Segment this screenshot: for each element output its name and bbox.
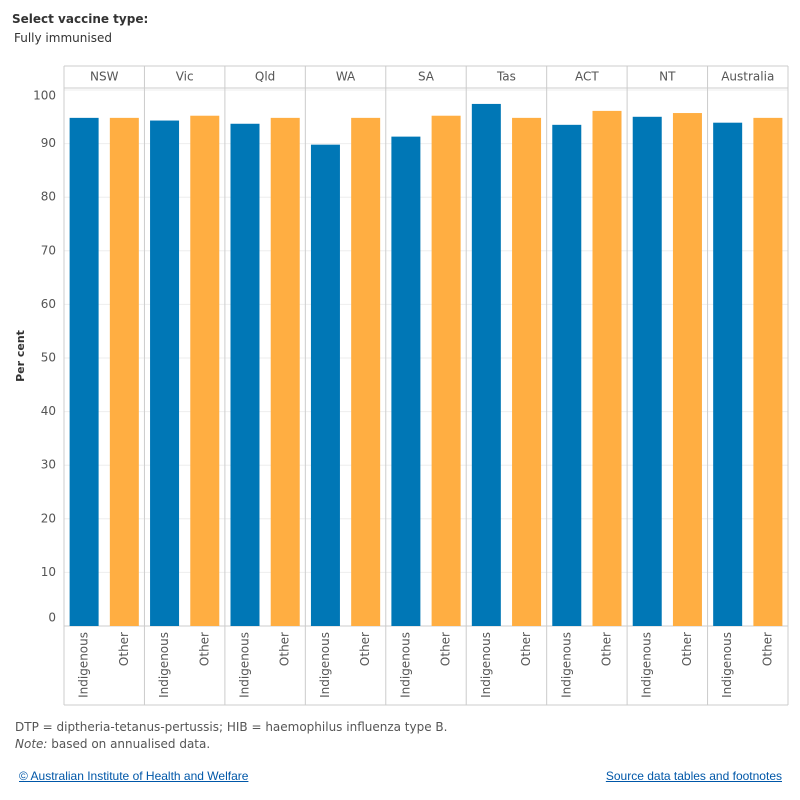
x-tick-label: Indigenous bbox=[157, 632, 171, 698]
x-tick-label: Other bbox=[439, 632, 453, 666]
bar bbox=[69, 117, 99, 626]
bar bbox=[230, 123, 260, 627]
x-tick-label: Indigenous bbox=[479, 632, 493, 698]
x-tick-label: Other bbox=[278, 632, 292, 666]
y-tick-label: 20 bbox=[41, 511, 56, 525]
x-tick-label: Other bbox=[600, 632, 614, 666]
bar bbox=[592, 110, 622, 627]
y-tick-label: 70 bbox=[41, 243, 56, 257]
facet-label: Vic bbox=[176, 70, 194, 84]
x-tick-label: Indigenous bbox=[720, 632, 734, 698]
filter-label: Select vaccine type: bbox=[12, 12, 149, 26]
facet-label: Australia bbox=[721, 70, 774, 84]
bar bbox=[109, 117, 139, 626]
y-tick-label: 90 bbox=[41, 136, 56, 150]
footnote: DTP = diptheria-tetanus-pertussis; HIB =… bbox=[15, 720, 448, 734]
bar bbox=[512, 117, 542, 626]
facet-label: WA bbox=[336, 70, 356, 84]
bar bbox=[150, 120, 180, 626]
x-tick-label: Indigenous bbox=[238, 632, 252, 698]
bar bbox=[471, 103, 501, 627]
facet-label: NT bbox=[659, 70, 676, 84]
bar bbox=[190, 115, 220, 626]
y-tick-label: 0 bbox=[48, 611, 56, 625]
y-tick-label: 60 bbox=[41, 297, 56, 311]
note-text: based on annualised data. bbox=[51, 737, 211, 751]
facet-label: Tas bbox=[496, 70, 516, 84]
bar bbox=[632, 116, 662, 626]
y-tick-label: 30 bbox=[41, 458, 56, 472]
x-tick-label: Other bbox=[760, 632, 774, 666]
y-tick-label: 10 bbox=[41, 565, 56, 579]
bar bbox=[552, 124, 582, 626]
bar bbox=[431, 115, 461, 626]
y-tick-label: 50 bbox=[41, 350, 56, 364]
source-link[interactable]: Source data tables and footnotes bbox=[605, 769, 782, 783]
y-tick-label: 80 bbox=[41, 190, 56, 204]
bar bbox=[391, 136, 421, 626]
x-tick-label: Indigenous bbox=[398, 632, 412, 698]
y-axis-label: Per cent bbox=[14, 330, 27, 382]
facet-label: ACT bbox=[575, 70, 599, 84]
x-tick-label: Other bbox=[197, 632, 211, 666]
y-tick-label: 40 bbox=[41, 404, 56, 418]
copyright-link[interactable]: © Australian Institute of Health and Wel… bbox=[19, 769, 249, 783]
facet-label: Qld bbox=[255, 70, 275, 84]
note-label: Note: bbox=[15, 737, 48, 751]
filter-value[interactable]: Fully immunised bbox=[14, 31, 112, 45]
note: Note: based on annualised data. bbox=[15, 737, 210, 751]
facet-label: SA bbox=[418, 70, 435, 84]
facet-label: NSW bbox=[90, 70, 119, 84]
x-tick-label: Other bbox=[680, 632, 694, 666]
bar bbox=[713, 122, 743, 627]
chart: Per cent 0 10 20 30 40 50 60 70 80 90 100 NSW Indige… bbox=[14, 65, 789, 706]
x-tick-label: Other bbox=[117, 632, 131, 666]
bar bbox=[753, 117, 783, 626]
bar bbox=[672, 113, 702, 626]
y-tick-label: 100 bbox=[33, 89, 56, 103]
bar bbox=[310, 144, 340, 626]
x-tick-label: Indigenous bbox=[318, 632, 332, 698]
x-tick-label: Other bbox=[358, 632, 372, 666]
bar bbox=[270, 117, 300, 626]
x-tick-label: Other bbox=[519, 632, 533, 666]
x-tick-label: Indigenous bbox=[559, 632, 573, 698]
bar bbox=[351, 117, 381, 626]
x-tick-label: Indigenous bbox=[77, 632, 91, 698]
x-tick-label: Indigenous bbox=[640, 632, 654, 698]
